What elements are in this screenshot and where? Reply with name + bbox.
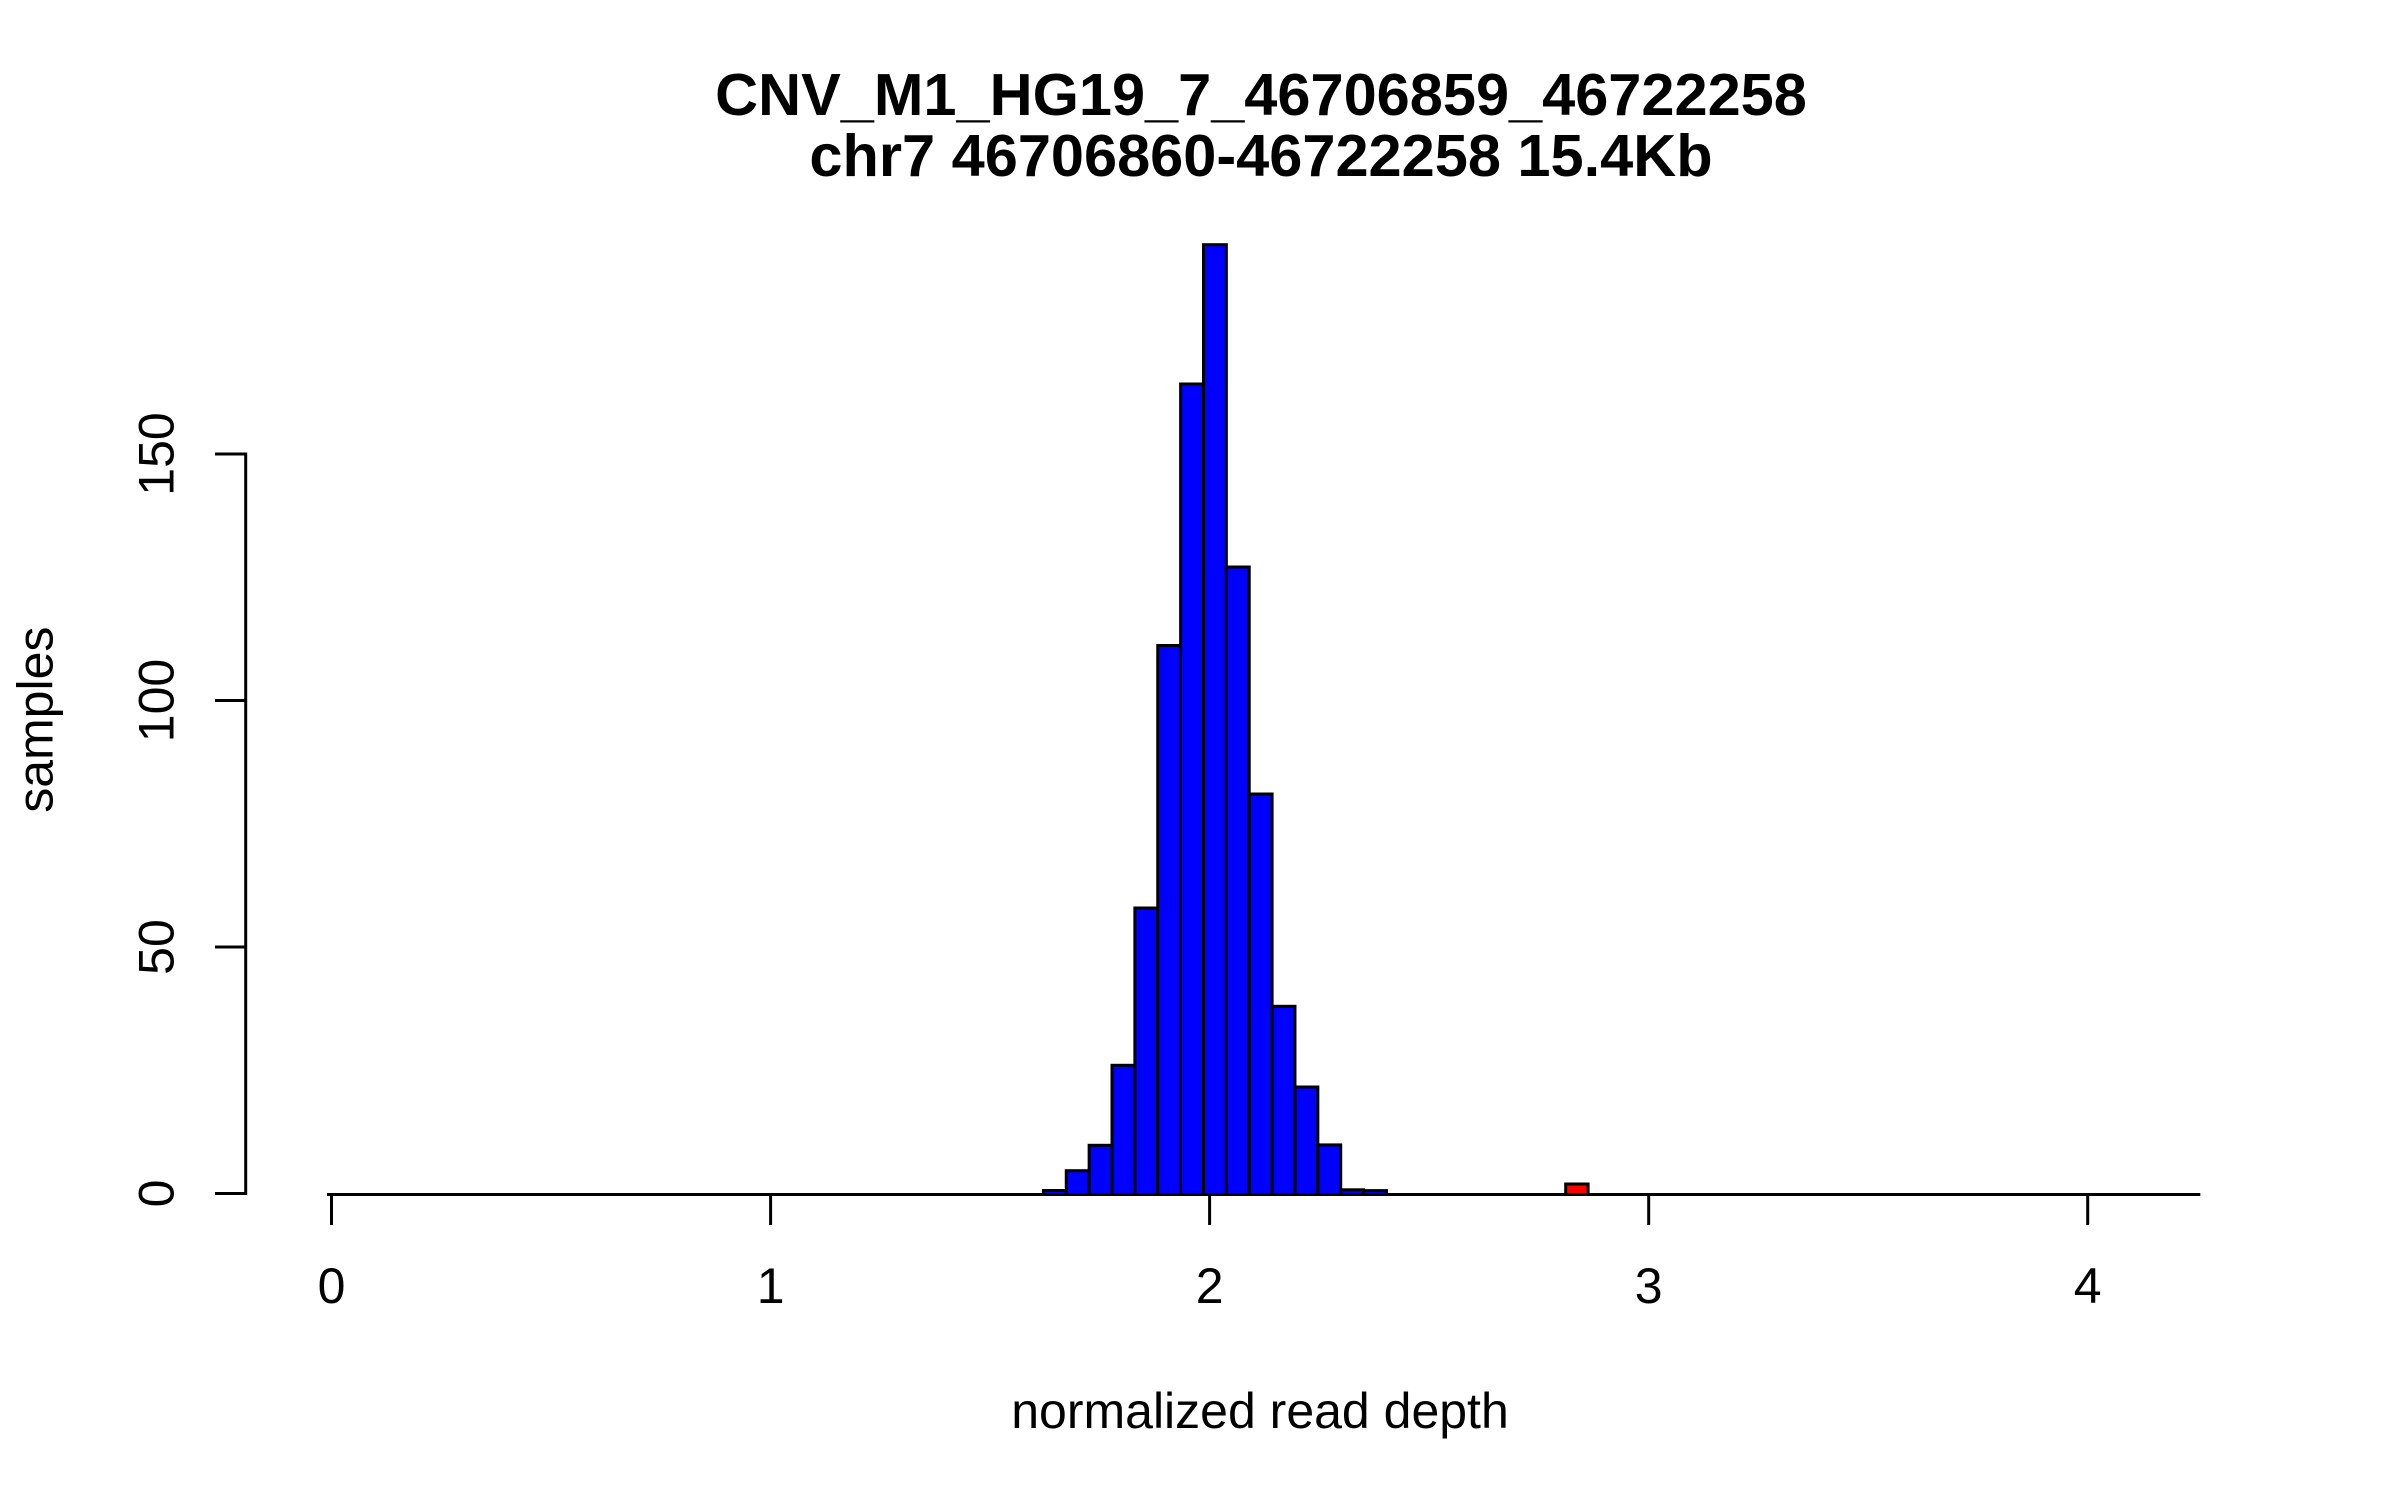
svg-text:4: 4	[2074, 1258, 2102, 1314]
svg-text:3: 3	[1635, 1258, 1663, 1314]
svg-text:1: 1	[757, 1258, 785, 1314]
svg-text:normalized read depth: normalized read depth	[1011, 1383, 1509, 1439]
svg-text:2: 2	[1196, 1258, 1224, 1314]
svg-text:50: 50	[129, 919, 185, 975]
svg-text:0: 0	[129, 1180, 185, 1208]
svg-text:100: 100	[129, 659, 185, 742]
svg-text:0: 0	[318, 1258, 346, 1314]
svg-text:chr7 46706860-46722258 15.4Kb: chr7 46706860-46722258 15.4Kb	[809, 122, 1712, 189]
svg-text:samples: samples	[8, 627, 64, 813]
svg-text:CNV_M1_HG19_7_46706859_4672225: CNV_M1_HG19_7_46706859_46722258	[715, 61, 1807, 128]
svg-text:150: 150	[129, 412, 185, 495]
